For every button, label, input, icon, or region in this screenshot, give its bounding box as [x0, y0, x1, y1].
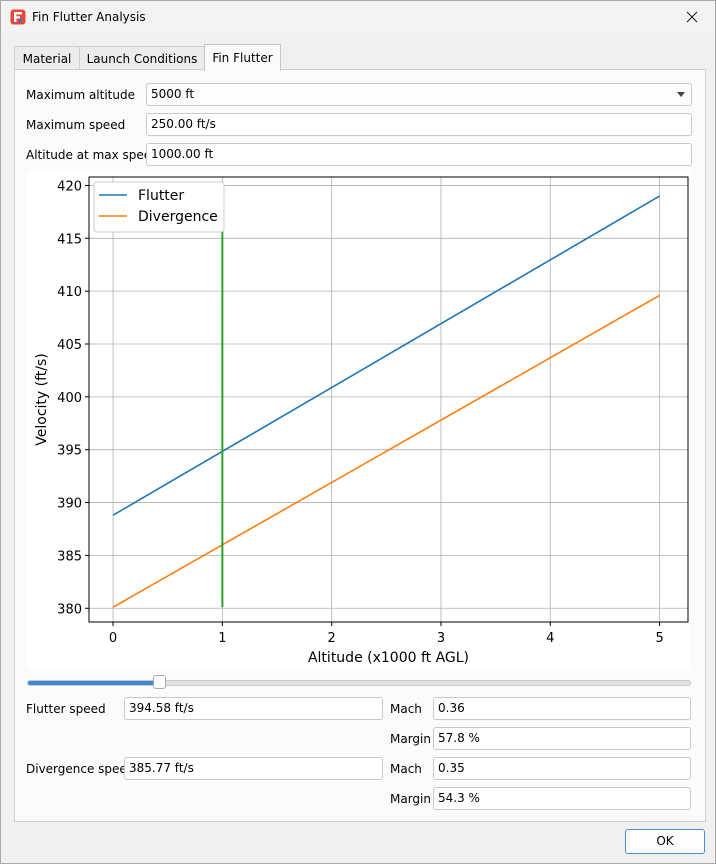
y-tick-label: 400 — [57, 391, 82, 406]
flutter-margin-label: Margin — [390, 732, 431, 746]
divergence-margin-label: Margin — [390, 792, 431, 806]
altitude-slider[interactable] — [27, 680, 691, 686]
y-tick-label: 405 — [57, 338, 82, 353]
flutter-mach-label: Mach — [390, 702, 422, 716]
close-icon — [686, 11, 698, 23]
chevron-down-icon — [677, 92, 685, 97]
tab-launch-conditions[interactable]: Launch Conditions — [79, 46, 205, 70]
x-axis-label: Altitude (x1000 ft AGL) — [308, 650, 469, 666]
y-tick-label: 390 — [57, 497, 82, 512]
alt-at-max-speed-field[interactable]: 1000.00 ft — [146, 143, 692, 166]
x-tick-label: 4 — [546, 631, 554, 646]
series-line-divergence — [112, 294, 660, 608]
legend-label: Divergence — [138, 209, 218, 225]
divergence-speed-label: Divergence speed — [26, 762, 135, 776]
max-speed-field[interactable]: 250.00 ft/s — [146, 113, 692, 136]
divergence-speed-field[interactable]: 385.77 ft/s — [124, 757, 383, 780]
tab-fin-flutter[interactable]: Fin Flutter — [204, 44, 281, 71]
app-icon — [10, 9, 26, 25]
title-bar[interactable]: Fin Flutter Analysis — [1, 1, 715, 33]
divergence-mach-field[interactable]: 0.35 — [433, 757, 691, 780]
series-line-flutter — [112, 195, 660, 516]
max-altitude-label: Maximum altitude — [26, 88, 135, 102]
tab-material[interactable]: Material — [14, 46, 80, 70]
max-altitude-select[interactable]: 5000 ft — [146, 83, 692, 106]
close-button[interactable] — [669, 1, 715, 33]
chart-canvas: 0 1 2 3 4 5 380 385 390 395 400 405 410 415 420 Altitu… — [34, 176, 689, 666]
y-tick-label: 380 — [57, 602, 82, 617]
flutter-chart: 0 1 2 3 4 5 380 385 390 395 400 405 410 415 420 Altitu… — [27, 171, 691, 669]
slider-fill — [28, 681, 161, 685]
flutter-mach-field[interactable]: 0.36 — [433, 697, 691, 720]
max-speed-label: Maximum speed — [26, 118, 126, 132]
y-tick-label: 385 — [57, 549, 82, 564]
y-tick-label: 410 — [57, 285, 82, 300]
y-axis-label: Velocity (ft/s) — [34, 353, 50, 445]
alt-at-max-speed-label: Altitude at max speed — [26, 148, 159, 162]
ok-button[interactable]: OK — [625, 829, 705, 854]
window-title: Fin Flutter Analysis — [32, 10, 146, 24]
x-tick-label: 1 — [218, 631, 226, 646]
divergence-mach-label: Mach — [390, 762, 422, 776]
max-altitude-value: 5000 ft — [151, 87, 195, 101]
chart-legend: Flutter Divergence — [93, 181, 225, 233]
divergence-margin-field[interactable]: 54.3 % — [433, 787, 691, 810]
flutter-speed-label: Flutter speed — [26, 702, 106, 716]
plot-frame — [88, 176, 689, 623]
flutter-margin-field[interactable]: 57.8 % — [433, 727, 691, 750]
x-tick-label: 3 — [437, 631, 445, 646]
legend-label: Flutter — [138, 188, 184, 204]
x-tick-label: 2 — [328, 631, 336, 646]
y-tick-label: 415 — [57, 232, 82, 247]
x-tick-label: 0 — [109, 631, 117, 646]
x-tick-label: 5 — [655, 631, 663, 646]
flutter-speed-field[interactable]: 394.58 ft/s — [124, 697, 383, 720]
y-tick-label: 420 — [57, 179, 82, 194]
y-tick-label: 395 — [57, 444, 82, 459]
slider-handle[interactable] — [152, 675, 166, 689]
